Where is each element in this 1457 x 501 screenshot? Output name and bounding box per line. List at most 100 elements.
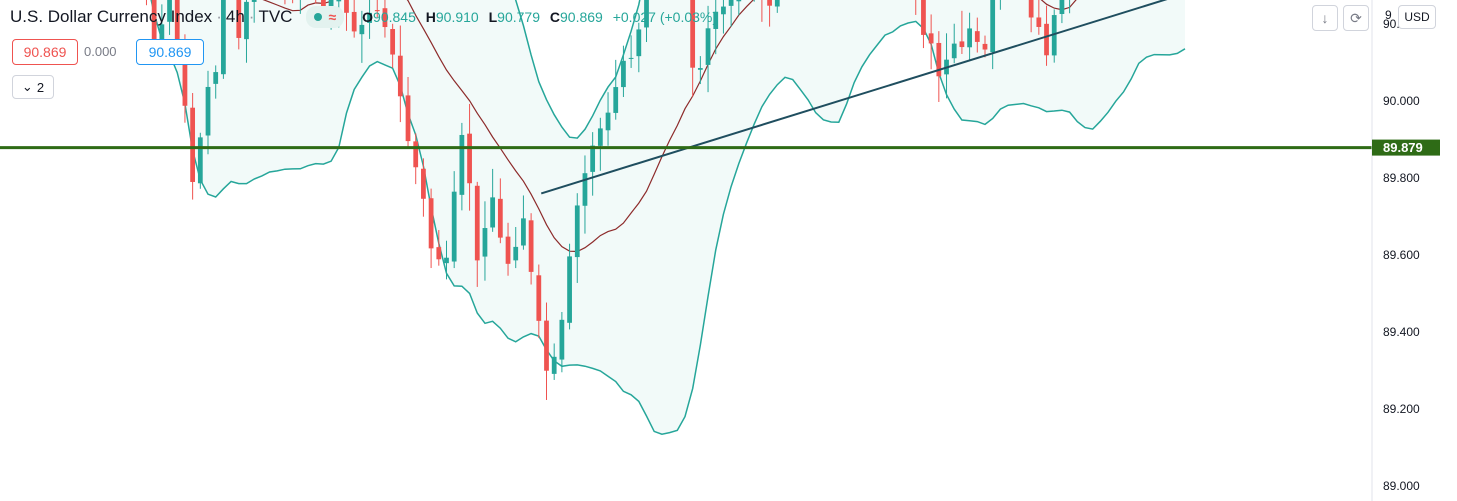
chart-header: U.S. Dollar Currency Index · 4h · TVC ≈ … (0, 0, 723, 34)
price-tick-label: 89.600 (1383, 248, 1420, 262)
candle-body (344, 0, 349, 13)
candle-body (690, 0, 696, 68)
candle-body (1051, 15, 1057, 56)
low-label: L (488, 9, 498, 25)
candle-body (644, 0, 649, 28)
candle-body (421, 168, 426, 199)
candle-body (990, 0, 996, 53)
candle-body (974, 31, 980, 42)
candle-body (182, 42, 188, 106)
candle-body (928, 33, 934, 44)
arrow-down-icon: ↓ (1321, 10, 1329, 26)
trend-line (540, 0, 1168, 195)
price-tick-label: 89.800 (1383, 171, 1420, 185)
candle-body (167, 0, 172, 22)
candle-body (521, 218, 526, 246)
sell-button[interactable]: 90.869 (12, 39, 78, 65)
candle-body (551, 356, 557, 374)
candle-body (636, 29, 642, 57)
candle-body (159, 24, 165, 41)
candle-body (321, 0, 326, 10)
candle-body (559, 319, 565, 360)
candle-body (513, 246, 519, 261)
candle-body (705, 28, 711, 65)
dot-icon (314, 13, 323, 21)
candle-body (244, 1, 249, 40)
candle-body (205, 86, 211, 136)
spread-value: 0.000 (84, 44, 117, 59)
support-2-label-bg (1372, 139, 1440, 156)
candle-body (728, 0, 734, 6)
candle-body (544, 320, 549, 371)
candle-body (505, 236, 511, 264)
candle-body (613, 87, 619, 113)
candle-body (1059, 0, 1065, 14)
bollinger-upper (514, 0, 641, 139)
candle-body (713, 11, 719, 29)
change-value: +0.027 (+0.03%) (612, 9, 718, 25)
candle-body (582, 173, 588, 206)
price-tick-label: 89.000 (1383, 479, 1420, 493)
candle-body (451, 191, 457, 262)
candle-body (174, 0, 180, 40)
bollinger-lower (150, 0, 1186, 435)
candle-body (382, 8, 388, 28)
high-label: H (425, 9, 436, 25)
market-status[interactable]: ≈ (306, 6, 345, 28)
candle-body (459, 134, 465, 195)
indicators-toggle[interactable]: ⌄ 2 (12, 75, 54, 99)
candle-body (574, 205, 580, 258)
indicator-count: 2 (36, 79, 45, 95)
candle-body (405, 95, 411, 142)
candle-body (397, 55, 403, 97)
ohlc-values: O90.845 H90.910 L90.779 C90.869 +0.027 (… (362, 9, 723, 25)
candle-body (967, 28, 972, 48)
candle-body (367, 12, 372, 23)
candle-body (436, 247, 442, 260)
candle-body (497, 198, 503, 238)
buy-button[interactable]: 90.869 (136, 39, 204, 65)
refresh-button[interactable]: ⟳ (1343, 5, 1369, 31)
price-axis (1372, 0, 1457, 501)
candle-body (213, 72, 219, 84)
refresh-icon: ⟳ (1350, 9, 1362, 26)
header-separator: · (248, 7, 255, 26)
candle-body (374, 10, 380, 12)
candle-body (474, 185, 480, 261)
candle-body (590, 145, 596, 172)
candle-body (490, 197, 496, 228)
source-label: TVC (258, 7, 293, 26)
candle-body (621, 60, 626, 88)
candle-body (536, 275, 542, 321)
symbol-title[interactable]: U.S. Dollar Currency Index (10, 7, 213, 26)
currency-button[interactable]: USD (1398, 5, 1436, 29)
candle-body (251, 0, 257, 2)
candle-body (221, 0, 226, 75)
candle-body (736, 0, 742, 2)
interval-label[interactable]: 4h (225, 7, 245, 26)
candle-body (1028, 0, 1034, 18)
candle-body (959, 41, 965, 48)
support-2-label: 89.879 (1383, 140, 1423, 155)
candle-body (721, 6, 726, 15)
candle-body (359, 24, 365, 35)
candle-body (236, 0, 242, 38)
price-tick-label: 90.000 (1383, 94, 1420, 108)
candle-body (197, 137, 203, 184)
candle-body (1036, 17, 1042, 27)
candle-body (444, 257, 449, 264)
candle-body (921, 0, 926, 35)
candle-body (767, 0, 772, 6)
download-button[interactable]: ↓ (1312, 5, 1338, 31)
moving-average (262, 0, 1077, 253)
wave-icon: ≈ (328, 9, 337, 25)
high-value: 90.910 (435, 9, 479, 25)
candle-body (628, 57, 634, 59)
candle-body (413, 141, 419, 168)
candle-body (336, 0, 342, 2)
close-value: 90.869 (560, 9, 603, 25)
price-tick-label: 89.200 (1383, 402, 1420, 416)
candle-body (390, 28, 396, 55)
candle-body (351, 11, 357, 32)
